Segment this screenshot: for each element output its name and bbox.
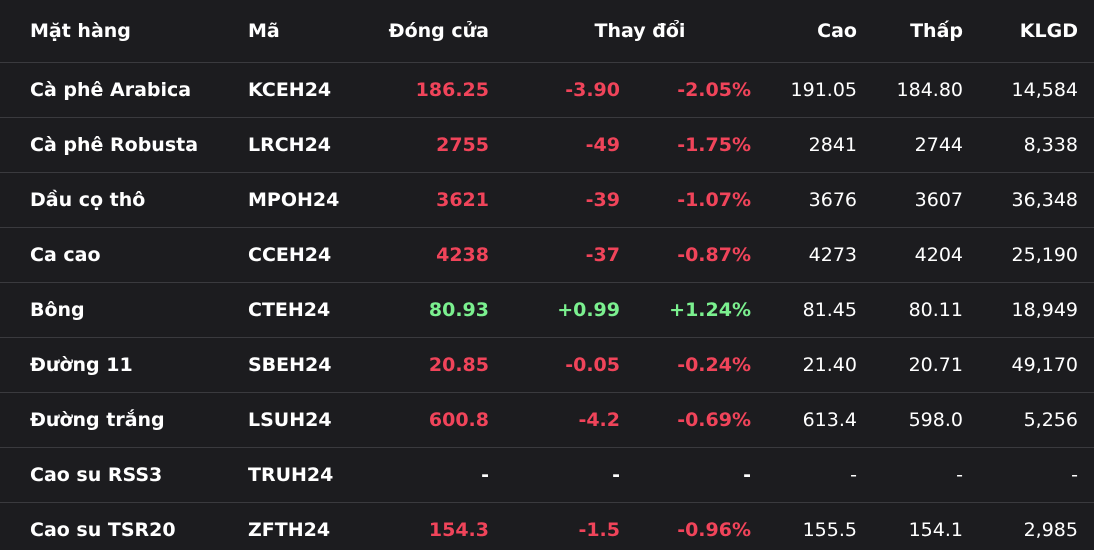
price-change: -0.05 <box>489 337 620 393</box>
table-row[interactable]: Cao su TSR20 ZFTH24 154.3 -1.5 -0.96% 155.5 15… <box>0 503 1094 550</box>
low-price: 154.1 <box>908 519 963 541</box>
commodity-name: Bông <box>0 282 248 338</box>
trade-volume: 18,949 <box>963 282 1094 338</box>
header-close[interactable]: Đóng cửa <box>352 0 489 63</box>
header-row: Mặt hàng Mã Đóng cửa Thay đổi Cao Thấp K… <box>0 0 1094 63</box>
commodity-name: Ca cao <box>0 227 248 283</box>
percent-change: - <box>620 447 751 503</box>
low-price: 598.0 <box>857 392 963 448</box>
high-price: 81.45 <box>751 282 857 338</box>
commodity-code: SBEH24 <box>248 337 352 393</box>
percent-change: -2.05% <box>620 62 751 118</box>
commodity-name: Đường 11 <box>0 337 248 393</box>
price-change: -4.2 <box>489 392 620 448</box>
commodity-name: Cao su RSS3 <box>0 447 248 503</box>
close-price: 154.3 <box>428 519 489 541</box>
commodity-name: Dầu cọ thô <box>0 172 248 228</box>
trade-volume: 25,190 <box>963 227 1094 283</box>
percent-change: -1.75% <box>620 117 751 173</box>
trade-volume: 14,584 <box>963 62 1094 118</box>
commodity-code: LRCH24 <box>248 117 352 173</box>
table-row[interactable]: Cao su RSS3 TRUH24- - - - - - <box>0 447 1094 503</box>
table-row[interactable]: Ca cao CCEH24 4238 -37 -0.87% 4273 4204 25,190 <box>0 227 1094 283</box>
trade-volume: 36,348 <box>963 172 1094 228</box>
percent-change: -0.87% <box>620 227 751 283</box>
header-low[interactable]: Thấp <box>857 0 963 63</box>
price-change: -39 <box>489 172 620 228</box>
low-price: 3607 <box>857 172 963 228</box>
commodity-code: CCEH24 <box>248 227 352 283</box>
high-price: 2841 <box>751 117 857 173</box>
commodity-code: ZFTH24 <box>248 519 331 541</box>
close-price: 20.85 <box>352 337 489 393</box>
high-price: - <box>751 447 857 503</box>
price-change: -1.5 <box>578 519 620 541</box>
close-price: 2755 <box>352 117 489 173</box>
header-change[interactable]: Thay đổi <box>489 0 751 63</box>
high-price: 21.40 <box>751 337 857 393</box>
percent-change: +1.24% <box>620 282 751 338</box>
low-price: - <box>857 447 963 503</box>
high-price: 3676 <box>751 172 857 228</box>
percent-change: -0.96% <box>677 519 751 541</box>
low-price: 80.11 <box>857 282 963 338</box>
close-price: 80.93 <box>352 282 489 338</box>
trade-volume: 49,170 <box>963 337 1094 393</box>
close-price: 186.25 <box>352 62 489 118</box>
percent-change: -0.69% <box>620 392 751 448</box>
table-header: Mặt hàng Mã Đóng cửa Thay đổi Cao Thấp K… <box>0 0 1094 63</box>
commodity-code: CTEH24 <box>248 282 352 338</box>
header-volume[interactable]: KLGD <box>963 0 1094 63</box>
high-price: 155.5 <box>802 519 857 541</box>
commodity-name: Cao su TSR20 <box>30 519 176 541</box>
trade-volume: 8,338 <box>963 117 1094 173</box>
close-price: 4238 <box>352 227 489 283</box>
high-price: 4273 <box>751 227 857 283</box>
table-row[interactable]: Đường trắng LSUH24 600.8 -4.2 -0.69% 613.4 598… <box>0 392 1094 448</box>
commodity-code: LSUH24 <box>248 392 352 448</box>
low-price: 184.80 <box>857 62 963 118</box>
high-price: 613.4 <box>751 392 857 448</box>
commodity-code: KCEH24 <box>248 62 352 118</box>
price-change: -37 <box>489 227 620 283</box>
table-row[interactable]: Bông CTEH24 80.93 +0.99 +1.24% 81.45 80.11 18,9… <box>0 282 1094 338</box>
low-price: 20.71 <box>857 337 963 393</box>
header-high[interactable]: Cao <box>751 0 857 63</box>
table-row[interactable]: Dầu cọ thô MPOH24 3621 -39 -1.07% 3676 3607 36,… <box>0 172 1094 228</box>
table-row[interactable]: Cà phê Arabica KCEH24 186.25 -3.90 -2.05% 191… <box>0 62 1094 118</box>
low-price: 2744 <box>857 117 963 173</box>
high-price: 191.05 <box>751 62 857 118</box>
table-body: Cà phê Arabica KCEH24 186.25 -3.90 -2.05% 191… <box>0 62 1094 550</box>
commodity-name: Đường trắng <box>0 392 248 448</box>
close-price: 3621 <box>352 172 489 228</box>
commodity-code: MPOH24 <box>248 172 352 228</box>
close-price: - <box>352 447 489 503</box>
percent-change: -0.24% <box>620 337 751 393</box>
commodity-code: TRUH24 <box>248 447 352 503</box>
price-change: -3.90 <box>489 62 620 118</box>
table-row[interactable]: Cà phê Robusta LRCH24 2755 -49 -1.75% 2841 274… <box>0 117 1094 173</box>
header-name[interactable]: Mặt hàng <box>0 0 248 63</box>
trade-volume: 2,985 <box>1023 519 1078 541</box>
price-change: -49 <box>489 117 620 173</box>
close-price: 600.8 <box>352 392 489 448</box>
trade-volume: 5,256 <box>963 392 1094 448</box>
trade-volume: - <box>963 447 1094 503</box>
commodity-name: Cà phê Arabica <box>0 62 248 118</box>
percent-change: -1.07% <box>620 172 751 228</box>
header-code[interactable]: Mã <box>248 0 352 63</box>
commodity-name: Cà phê Robusta <box>0 117 248 173</box>
price-change: +0.99 <box>489 282 620 338</box>
low-price: 4204 <box>857 227 963 283</box>
table-row[interactable]: Đường 11 SBEH24 20.85 -0.05 -0.24% 21.40 20.71… <box>0 337 1094 393</box>
price-change: - <box>489 447 620 503</box>
